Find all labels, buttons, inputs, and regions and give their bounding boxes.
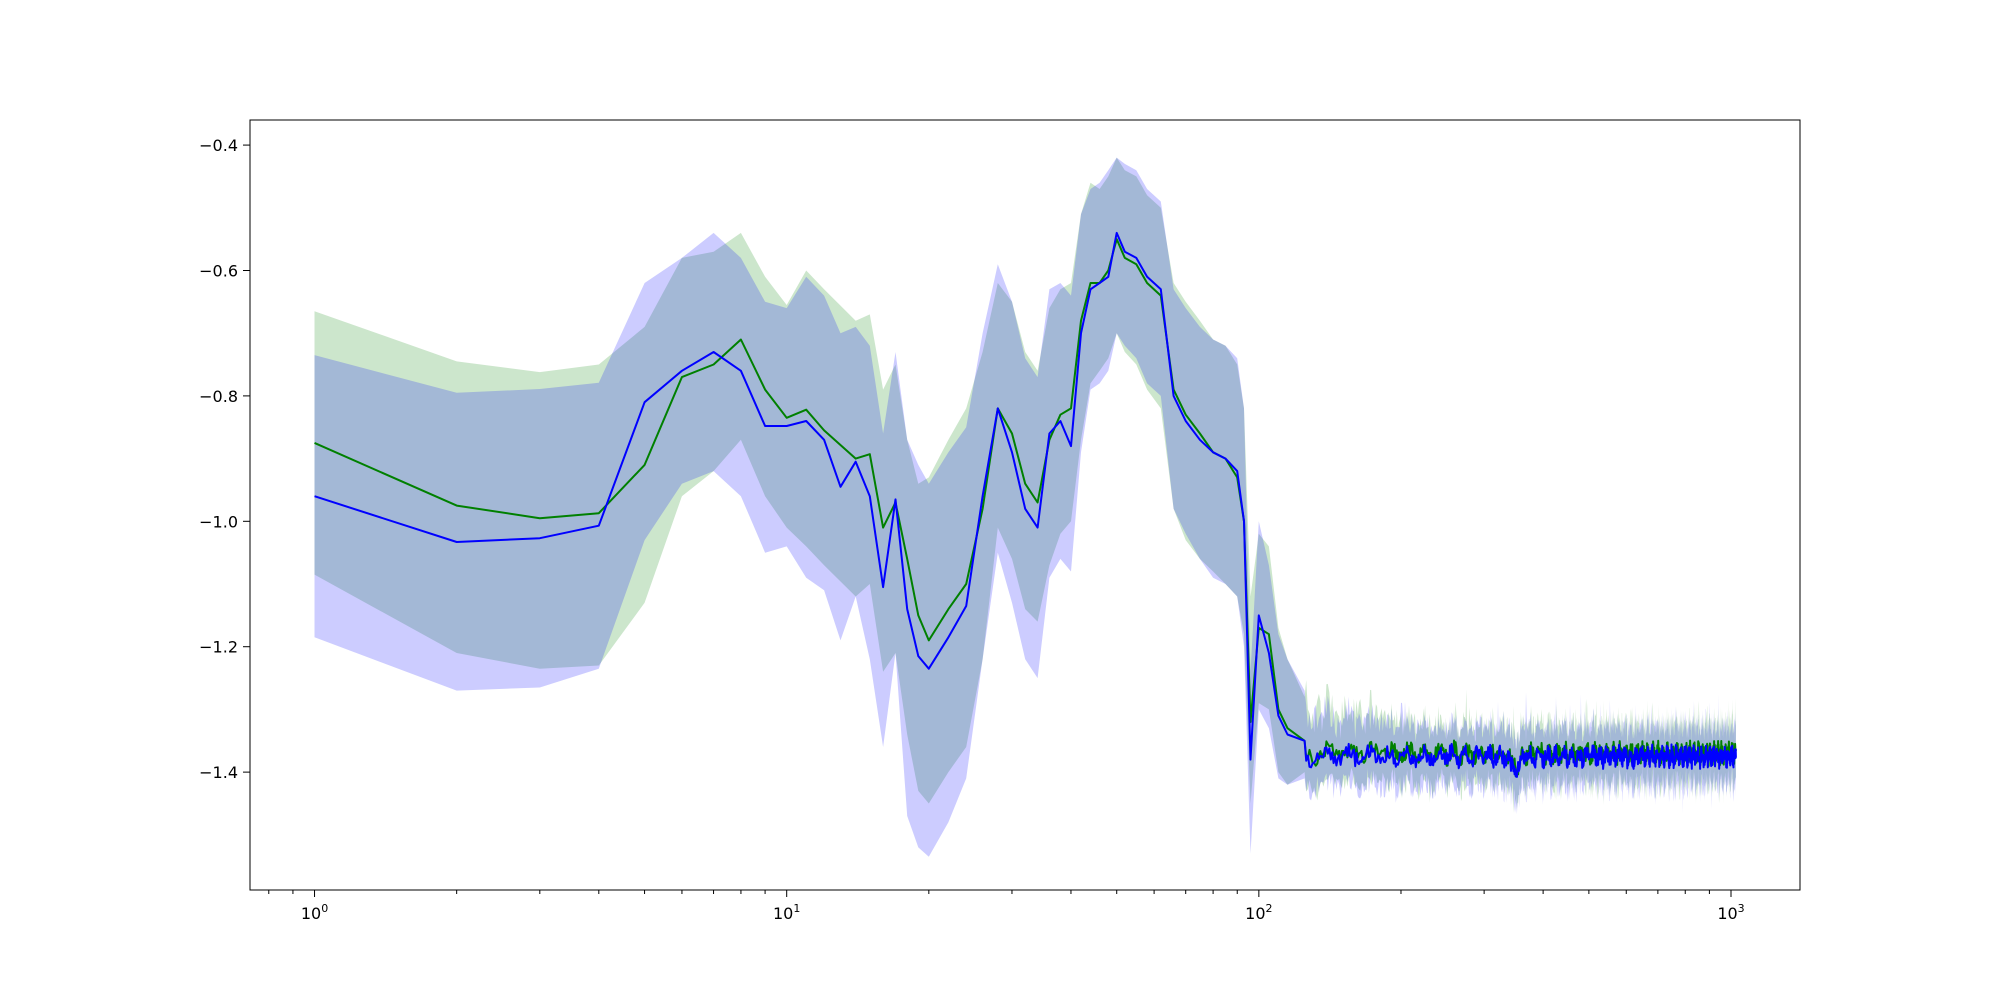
series-2-line xyxy=(314,231,1737,778)
x-tick-label: 101 xyxy=(773,902,800,923)
plot-area xyxy=(314,157,1737,857)
x-tick-label: 102 xyxy=(1245,902,1272,923)
y-tick-label: −0.6 xyxy=(199,261,238,280)
y-tick-label: −1.2 xyxy=(199,638,238,657)
x-axis: 100 101 102 103 xyxy=(268,890,1745,923)
y-tick-label: −1.4 xyxy=(199,763,238,782)
axes-frame xyxy=(249,119,1801,891)
y-tick-label: −0.4 xyxy=(199,136,238,155)
y-axis: −0.4 −0.6 −0.8 −1.0 −1.2 −1.4 xyxy=(199,136,250,782)
y-tick-label: −0.8 xyxy=(199,387,238,406)
x-tick-label: 103 xyxy=(1717,902,1744,923)
x-tick-label: 100 xyxy=(301,902,328,923)
y-tick-label: −1.0 xyxy=(199,512,238,531)
